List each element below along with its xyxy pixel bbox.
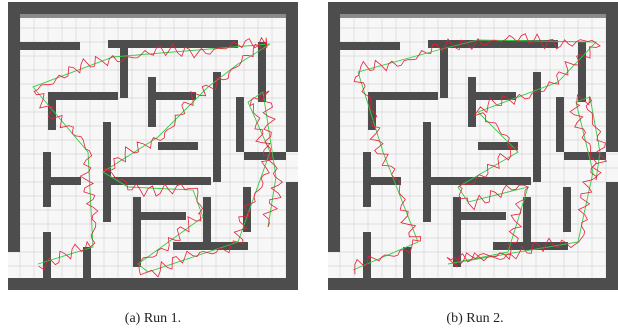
maze-panel-a	[8, 2, 298, 290]
caption: (b) Run 2.	[446, 311, 503, 326]
caption: (a) Run 1.	[125, 311, 181, 326]
maze-panel-b	[328, 2, 618, 290]
figure: (a) Run 1. (b) Run 2.	[0, 0, 618, 333]
